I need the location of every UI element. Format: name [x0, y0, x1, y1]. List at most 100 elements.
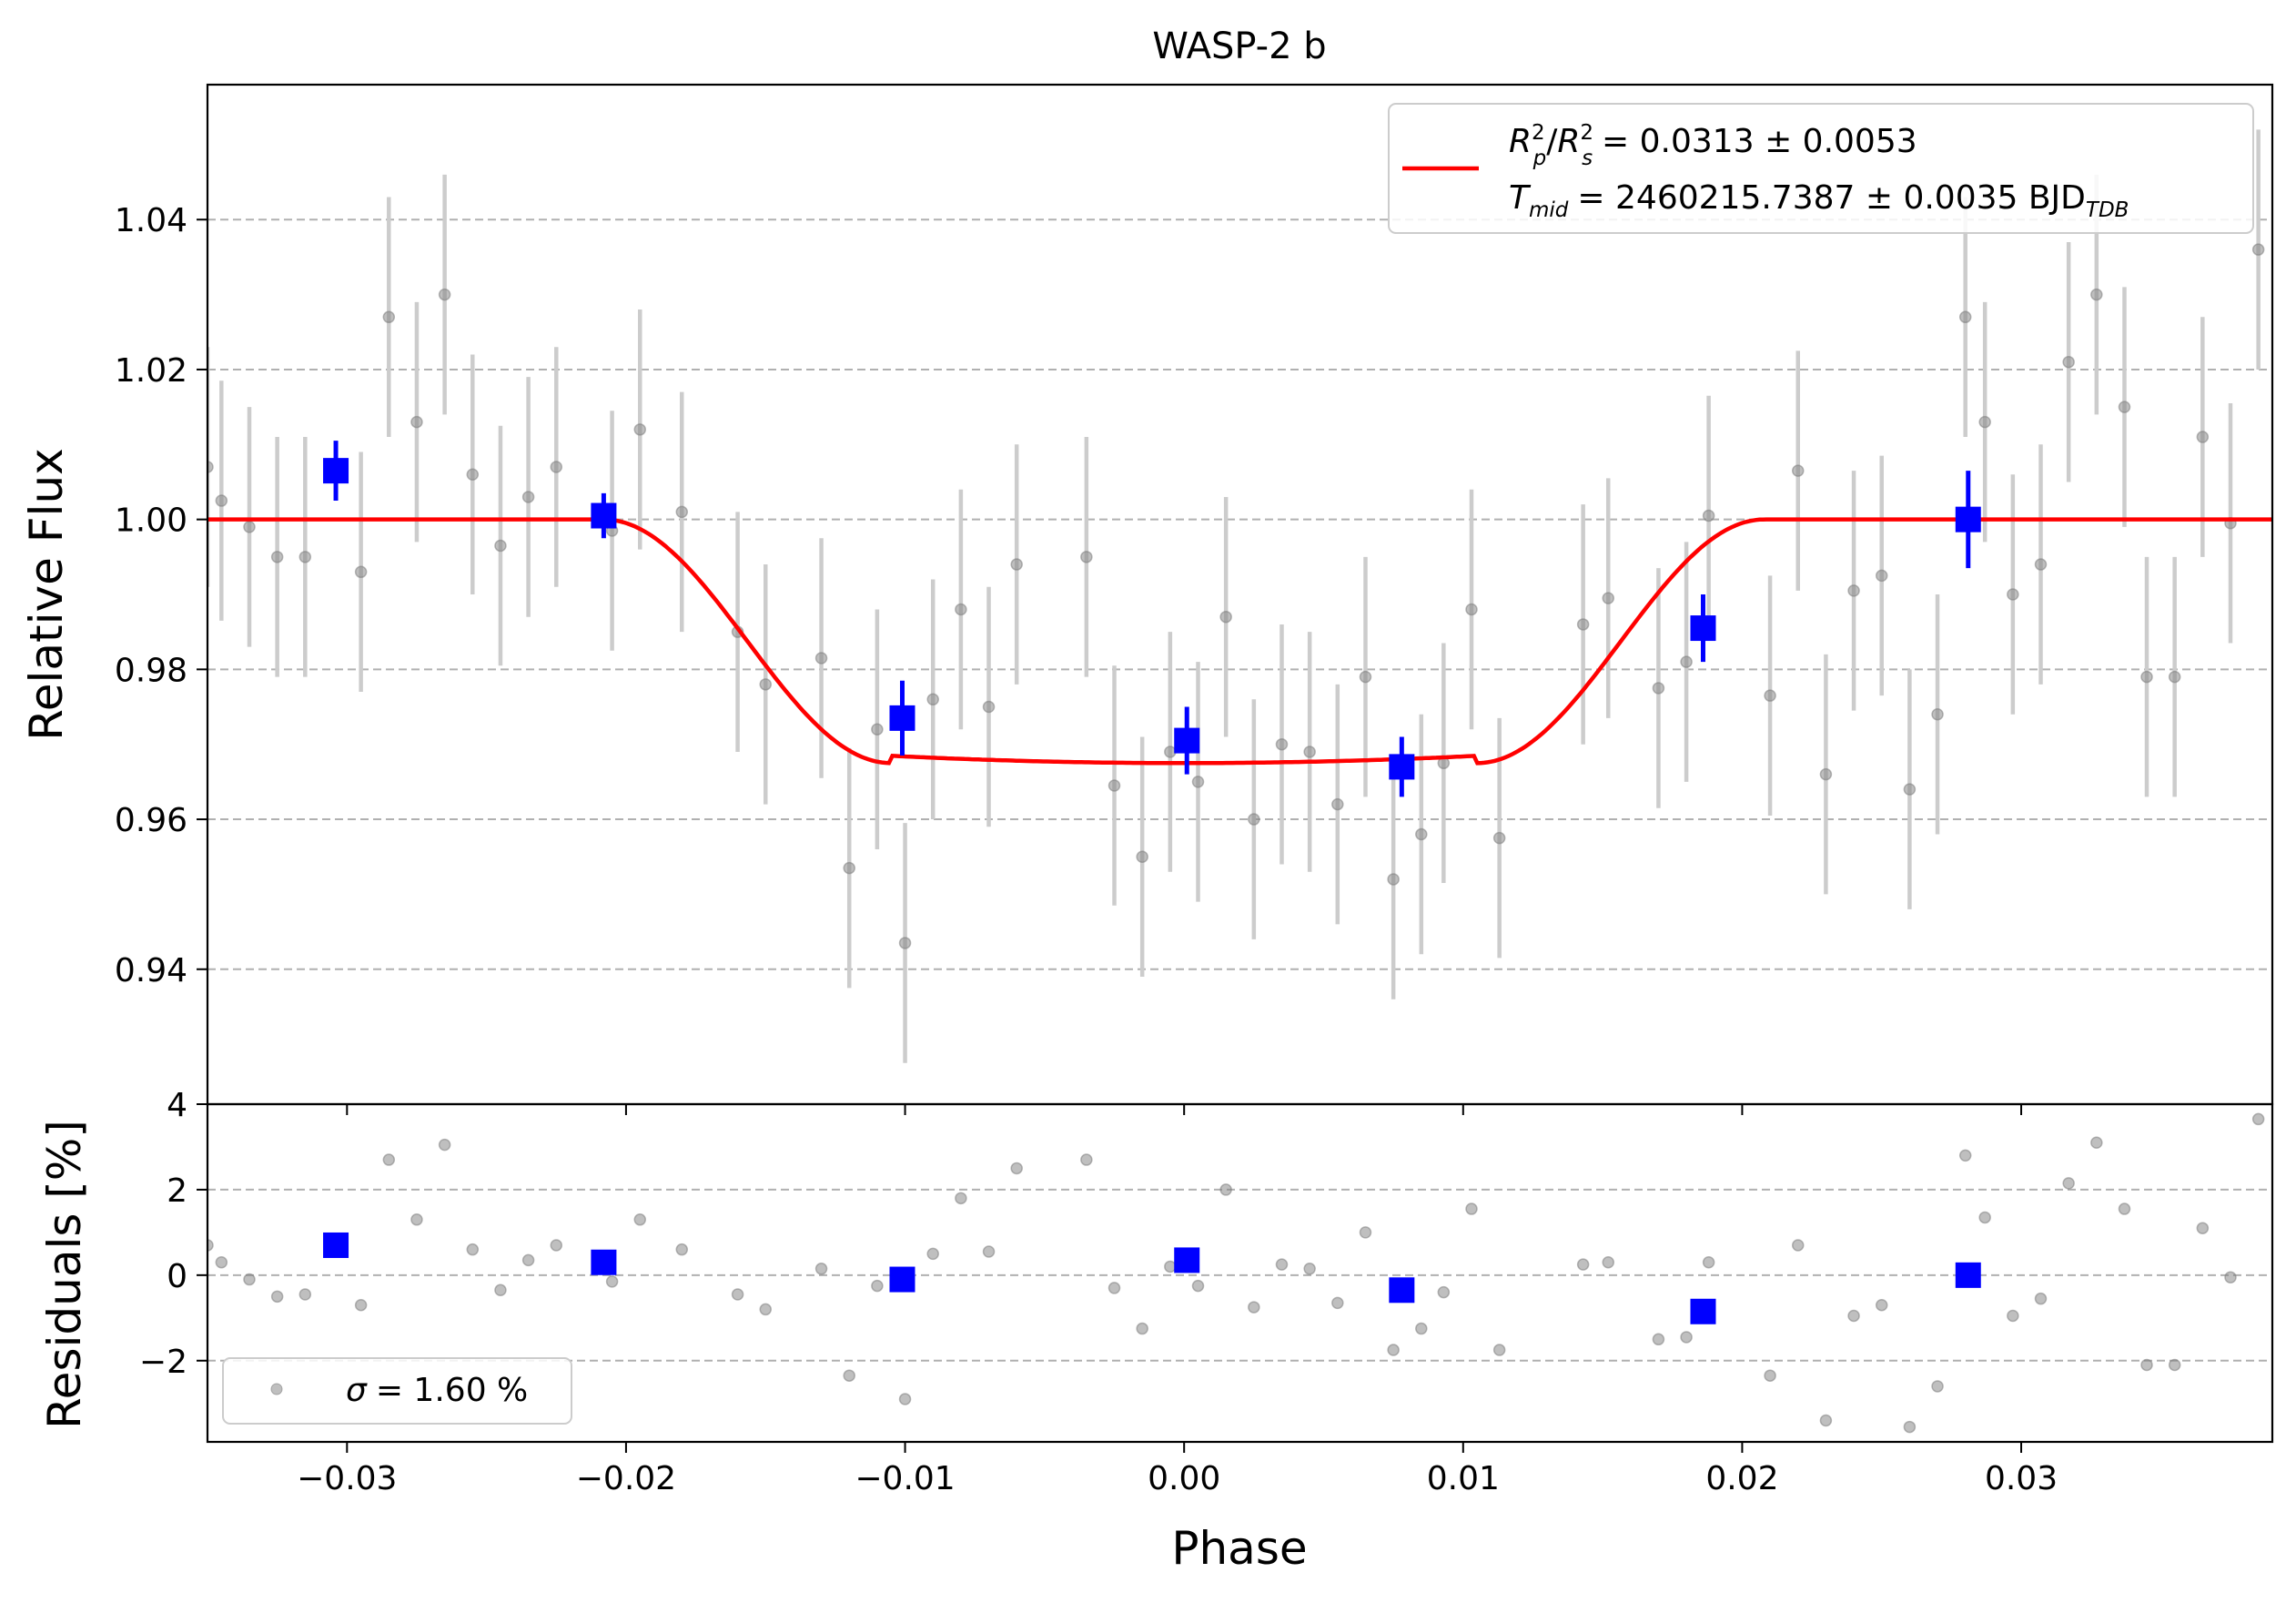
residual-raw-point	[494, 1283, 507, 1297]
raw-point	[759, 678, 772, 691]
raw-point	[1875, 569, 1888, 583]
raw-point	[2034, 558, 2048, 571]
flux-legend: R2 p/R2 s = 0.0313 ± 0.0053 Tmid = 2460215.7…	[1388, 103, 2254, 234]
raw-point	[354, 565, 368, 579]
raw-point	[1602, 592, 1614, 604]
residuals-y-axis-label: Residuals [%]	[38, 1120, 91, 1429]
residual-raw-point	[898, 1393, 912, 1405]
residual-raw-point	[1219, 1183, 1232, 1196]
x-axis-label: Phase	[1171, 1522, 1307, 1575]
raw-point	[1847, 584, 1860, 597]
phase-x-tick-label: −0.02	[576, 1460, 676, 1497]
residual-raw-point	[1875, 1298, 1888, 1312]
residual-raw-point	[1415, 1322, 1428, 1335]
flux-y-ticks: 0.94 0.96 0.98 1.00 1.02 1.04	[115, 202, 207, 989]
residual-raw-point	[550, 1239, 563, 1252]
residual-raw-point	[2062, 1177, 2075, 1190]
raw-point	[1576, 618, 1590, 631]
phase-x-tick-label: −0.01	[855, 1460, 955, 1497]
residual-raw-point	[2168, 1358, 2181, 1372]
residual-binned-point	[323, 1232, 349, 1258]
legend-tmid-label: Tmid = 2460215.7387 ± 0.0035 BJDTDB	[1509, 179, 2129, 222]
raw-point	[298, 551, 312, 563]
raw-point	[550, 461, 563, 473]
binned-point	[889, 705, 915, 731]
residual-raw-point	[1275, 1258, 1289, 1271]
residual-raw-point	[1764, 1369, 1776, 1382]
residuals-y-tick-label: −2	[139, 1344, 187, 1381]
binned-points	[323, 441, 1981, 797]
raw-point	[215, 494, 228, 507]
flux-axes-frame	[206, 83, 2274, 1106]
residual-raw-point	[438, 1138, 451, 1152]
residuals-y-tick-label: 0	[167, 1258, 187, 1295]
residual-raw-point	[1465, 1202, 1478, 1215]
phase-x-tick-label: 0.02	[1705, 1460, 1778, 1497]
raw-point	[1108, 779, 1121, 792]
residual-raw-point	[955, 1192, 967, 1205]
residual-raw-point	[759, 1303, 772, 1316]
residual-raw-points	[207, 1112, 2265, 1434]
raw-point	[871, 723, 884, 736]
raw-point	[2007, 588, 2019, 601]
residual-raw-point	[215, 1256, 228, 1269]
raw-point	[1702, 509, 1715, 522]
raw-point	[1903, 783, 1917, 796]
raw-point	[898, 937, 912, 949]
residual-binned-point	[889, 1266, 915, 1293]
residual-raw-point	[1108, 1282, 1121, 1294]
phase-x-tick-label: 0.03	[1985, 1460, 2058, 1497]
raw-point	[1791, 464, 1805, 477]
residual-raw-point	[1931, 1380, 1944, 1393]
residual-raw-point	[1080, 1153, 1093, 1166]
residual-raw-point	[926, 1247, 939, 1261]
binned-point	[1955, 506, 1981, 533]
flux-y-axis-label: Relative Flux	[20, 448, 73, 740]
residual-raw-point	[243, 1273, 256, 1286]
residual-raw-point	[1303, 1263, 1316, 1275]
residual-raw-point	[1437, 1285, 1451, 1299]
raw-point	[1819, 767, 1833, 781]
residual-raw-point	[1331, 1296, 1344, 1310]
residual-raw-point	[1602, 1256, 1614, 1269]
flux-y-tick-label: 1.04	[115, 202, 187, 239]
raw-point	[1465, 603, 1478, 616]
residual-raw-point	[298, 1288, 312, 1301]
residuals-y-tick-label: 4	[167, 1087, 187, 1124]
raw-point	[1978, 415, 1991, 429]
phase-x-ticks: −0.03 −0.02 −0.01 0.00 0.01 0.02 0.03	[297, 1104, 2058, 1497]
phase-x-tick-label: 0.00	[1148, 1460, 1220, 1497]
raw-point	[1191, 776, 1205, 788]
residual-raw-point	[1191, 1279, 1205, 1293]
residual-raw-point	[1652, 1333, 1665, 1346]
residual-binned-points	[323, 1232, 1981, 1324]
binned-point	[323, 458, 349, 484]
residual-raw-point	[675, 1243, 689, 1256]
flux-grid	[207, 218, 2272, 970]
residual-raw-point	[1680, 1331, 1693, 1344]
raw-point	[2251, 243, 2265, 256]
residual-raw-point	[521, 1253, 535, 1267]
raw-point	[1331, 797, 1344, 811]
residual-raw-point	[1978, 1211, 1991, 1224]
residual-raw-point	[2034, 1292, 2048, 1305]
flux-y-tick-label: 1.02	[115, 352, 187, 390]
residual-raw-point	[605, 1275, 619, 1288]
residual-raw-point	[871, 1279, 884, 1293]
residual-raw-point	[633, 1213, 647, 1226]
raw-point	[1080, 551, 1093, 563]
raw-point	[633, 423, 647, 436]
raw-point	[2090, 288, 2103, 301]
residual-raw-point	[382, 1153, 396, 1166]
raw-point	[438, 288, 451, 301]
residual-raw-point	[466, 1243, 480, 1256]
flux-y-tick-label: 1.00	[115, 502, 187, 540]
flux-y-tick-label: 0.98	[115, 652, 187, 689]
residual-raw-point	[843, 1369, 855, 1382]
raw-point	[2168, 670, 2181, 684]
raw-point	[1387, 873, 1400, 886]
raw-point	[1958, 310, 1972, 324]
raw-errorbars	[207, 129, 2261, 1063]
residual-raw-point	[2007, 1309, 2019, 1323]
residual-raw-point	[1576, 1258, 1590, 1271]
